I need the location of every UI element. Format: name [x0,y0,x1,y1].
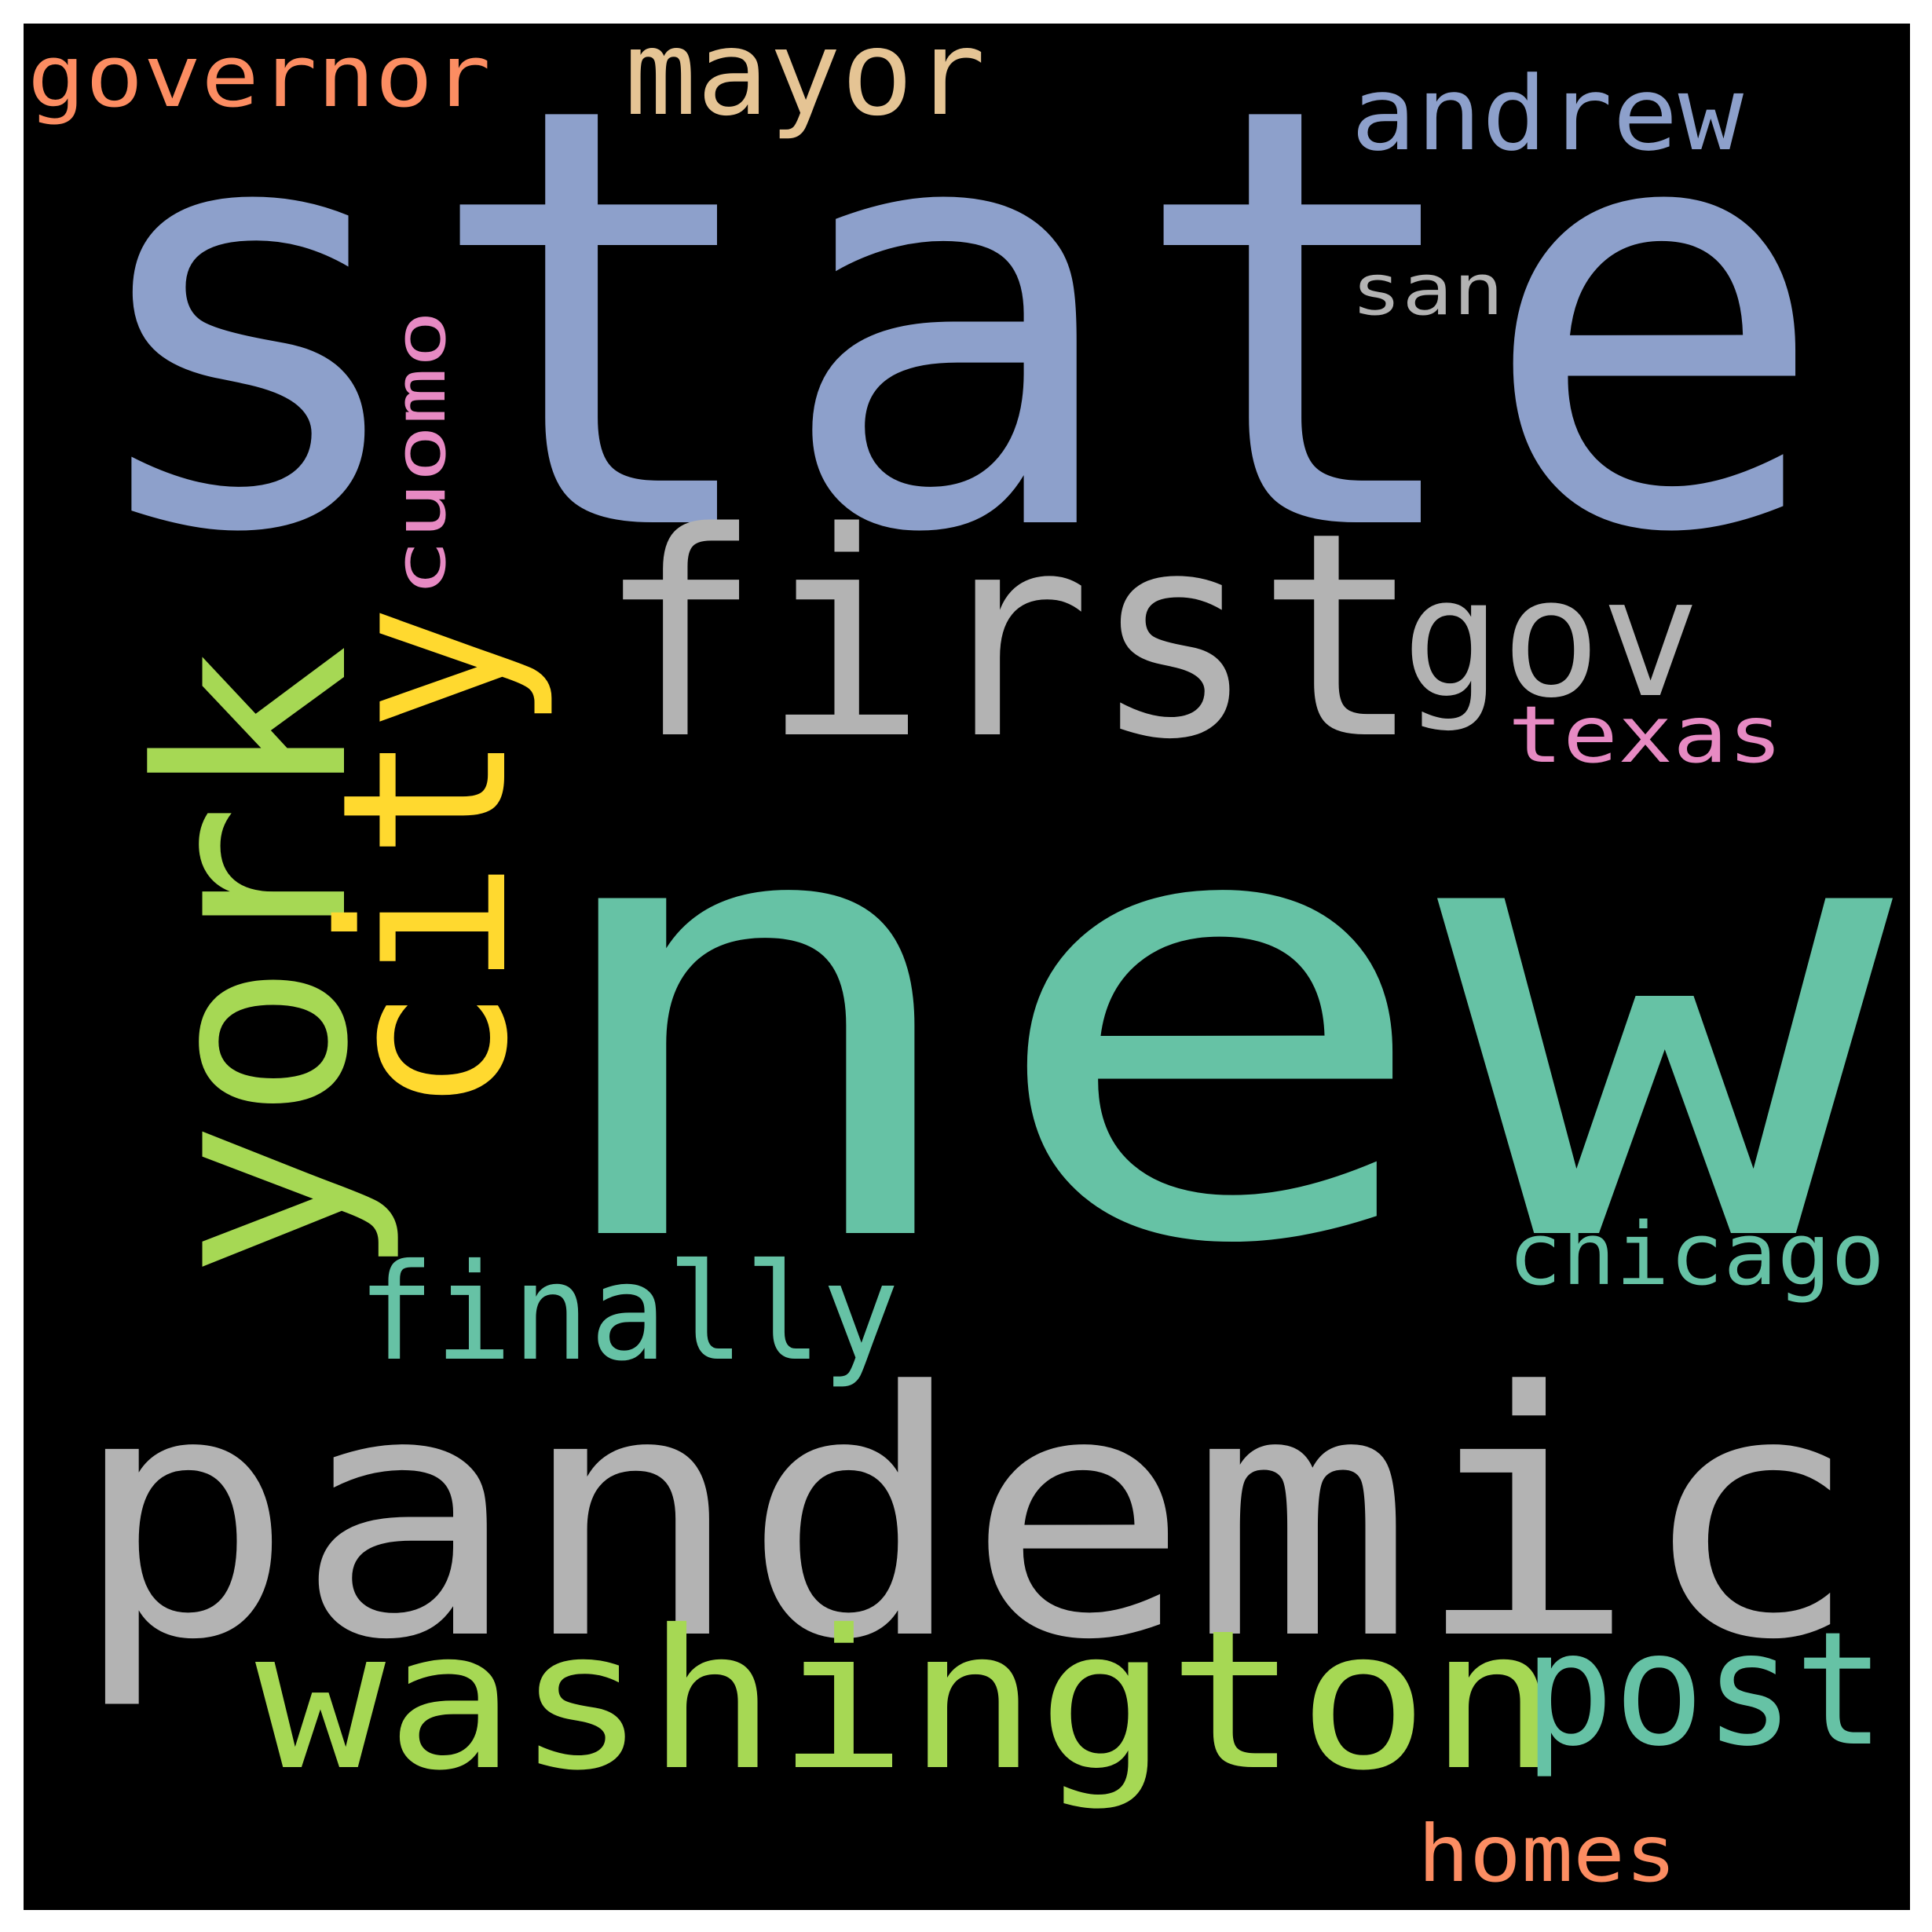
word-finally: finally [357,1235,899,1391]
word-mayor: mayor [624,24,986,142]
word-gov: gov [1402,542,1700,734]
word-city: city [294,605,558,1115]
word-andrew: andrew [1351,54,1744,174]
word-state: state [71,24,1830,660]
word-first: first [597,472,1422,801]
word-chicago: chicago [1508,1204,1885,1304]
word-washington: washington [255,1589,1559,1813]
word-cloud-canvas: state new pandemic first york city washi… [27,24,1898,1900]
word-post: post [1524,1598,1885,1781]
word-homes: homes [1418,1808,1677,1900]
word-cuomo: cuomo [379,310,462,597]
word-cloud: state new pandemic first york city washi… [24,24,1910,1910]
word-texas: texas [1508,689,1783,781]
word-new: new [526,664,1898,1378]
word-governor: governor [27,26,491,126]
word-york: york [104,644,405,1280]
word-san: san [1351,249,1504,331]
word-pandemic: pandemic [71,1321,1861,1714]
word-times: times. [993,1214,1575,1415]
